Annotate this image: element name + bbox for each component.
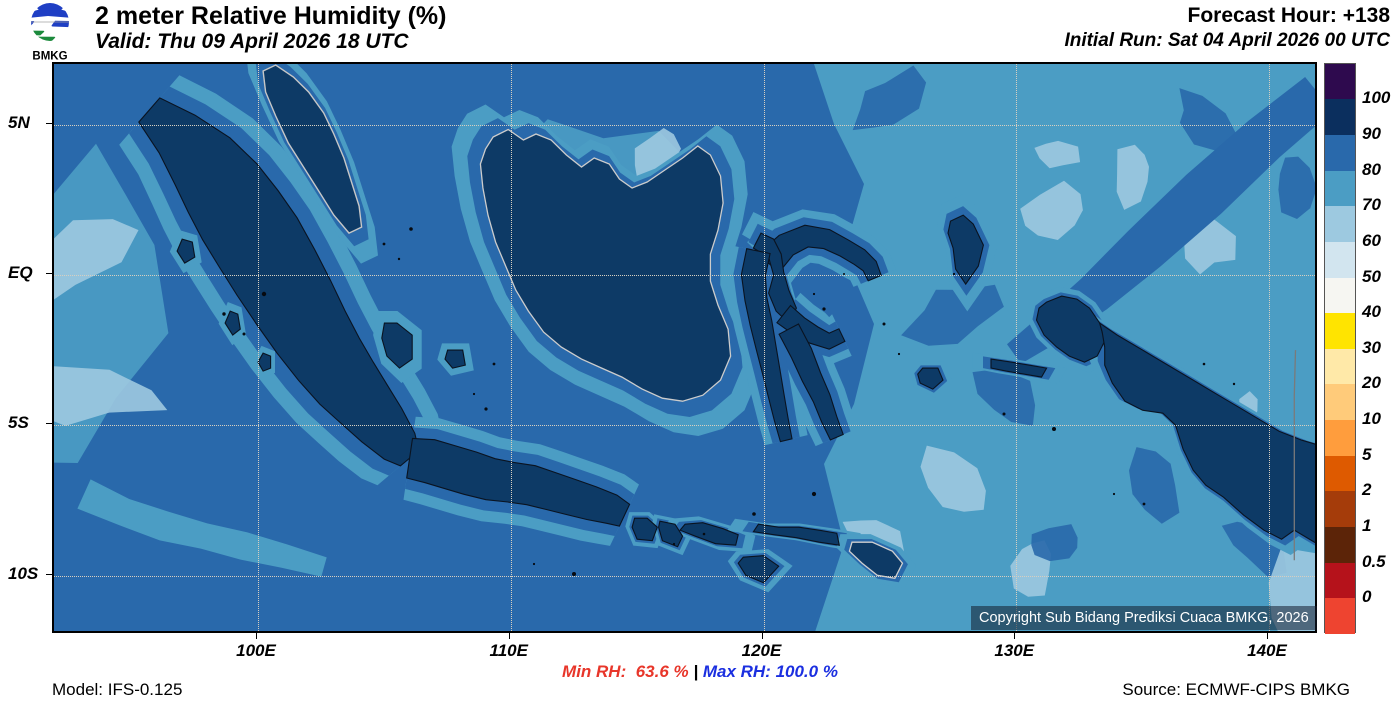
svg-text:BMKG: BMKG (32, 51, 67, 63)
